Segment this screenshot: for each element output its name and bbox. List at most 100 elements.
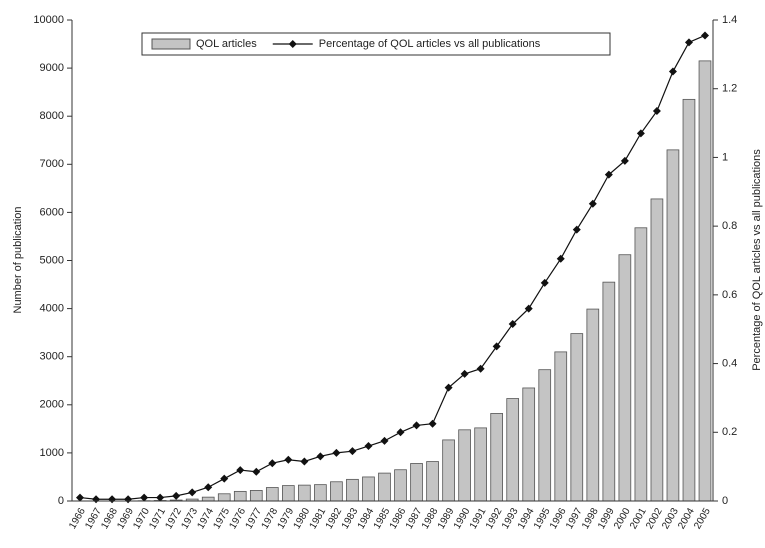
y-axis-label: Number of publication [12, 206, 24, 313]
line-marker [460, 369, 469, 378]
bar [410, 463, 423, 502]
line-marker [524, 304, 533, 313]
line [79, 34, 706, 500]
bar [586, 308, 600, 502]
legend-label: QOL articles [196, 38, 257, 50]
line-marker [684, 38, 693, 47]
y-tick-label: 8000 [40, 110, 64, 122]
line-marker [412, 421, 421, 430]
bar [282, 485, 295, 502]
y-tick-label: 10000 [33, 14, 64, 26]
bar [570, 333, 584, 502]
legend-label: Percentage of QOL articles vs all public… [319, 38, 541, 50]
legend-swatch [151, 38, 191, 50]
bar [362, 476, 375, 502]
line-marker [140, 493, 149, 502]
line-marker [380, 436, 389, 445]
bar [265, 487, 279, 502]
line-marker [620, 156, 629, 165]
y2-tick-label: 0 [722, 495, 728, 507]
line-marker [236, 466, 245, 475]
line-marker [540, 278, 549, 287]
bar [666, 149, 680, 502]
bar [233, 490, 247, 502]
bar [442, 439, 455, 502]
bar [346, 478, 359, 502]
line-marker [348, 447, 357, 456]
line-marker [92, 495, 101, 504]
bar [201, 496, 215, 502]
bar [474, 427, 487, 502]
line-marker [572, 225, 581, 234]
y2-tick-label: 0.6 [722, 289, 737, 301]
legend-marker [288, 40, 297, 48]
bar [538, 369, 552, 502]
line-marker [604, 170, 613, 179]
line-marker [476, 364, 485, 373]
y2-tick-label: 0.2 [722, 426, 737, 438]
line-marker [268, 459, 277, 468]
y-tick-label: 1000 [40, 447, 64, 459]
legend-box [141, 32, 611, 56]
bar [458, 429, 471, 502]
bar [602, 281, 616, 502]
y2-tick-label: 0.8 [722, 220, 737, 232]
y-tick-label: 3000 [40, 351, 64, 363]
line-marker [188, 488, 197, 497]
bar [698, 60, 712, 502]
y-tick-label: 6000 [40, 206, 64, 218]
line-marker [492, 342, 501, 351]
line-marker [556, 254, 565, 263]
bar [249, 490, 263, 502]
bar [330, 481, 343, 502]
line-marker [508, 320, 517, 329]
bar [298, 484, 311, 502]
line-marker [76, 493, 85, 502]
line-marker [172, 491, 181, 500]
bar [378, 472, 391, 502]
line-marker [316, 452, 325, 461]
line-marker [588, 199, 597, 208]
line-marker [220, 474, 229, 483]
line-marker [284, 455, 293, 464]
y2-tick-label: 1 [722, 151, 728, 163]
y-tick-label: 9000 [40, 62, 64, 74]
bar [314, 484, 327, 502]
line-marker [156, 493, 165, 502]
bar [618, 254, 632, 502]
line-marker [444, 383, 453, 392]
line-marker [700, 31, 709, 40]
y-tick-label: 4000 [40, 303, 64, 315]
line-marker [204, 483, 213, 492]
bar [554, 351, 568, 502]
y-tick-label: 7000 [40, 158, 64, 170]
line-marker [652, 107, 661, 116]
y2-tick-label: 1.2 [722, 83, 737, 95]
line-marker [124, 495, 133, 504]
bar [650, 198, 664, 502]
line-marker [364, 442, 373, 451]
y2-axis-label: Percentage of QOL articles vs all public… [751, 149, 763, 371]
line-marker [108, 495, 117, 504]
line-marker [300, 457, 309, 466]
line-marker [252, 467, 261, 476]
bar [682, 98, 696, 502]
bar [490, 413, 503, 502]
y-tick-label: 2000 [40, 399, 64, 411]
y2-tick-label: 0.4 [722, 357, 737, 369]
bar [217, 493, 231, 502]
bar [506, 398, 520, 502]
x-tick-label: 2005 [692, 506, 713, 531]
line-marker [332, 448, 341, 457]
line-marker [636, 129, 645, 138]
bar [426, 461, 439, 502]
y2-tick-label: 1.4 [722, 14, 737, 26]
bar [522, 387, 536, 502]
y-tick-label: 5000 [40, 254, 64, 266]
line-marker [428, 419, 437, 428]
bar [634, 227, 648, 502]
line-marker [396, 428, 405, 437]
y-tick-label: 0 [58, 495, 64, 507]
bar [394, 469, 407, 502]
